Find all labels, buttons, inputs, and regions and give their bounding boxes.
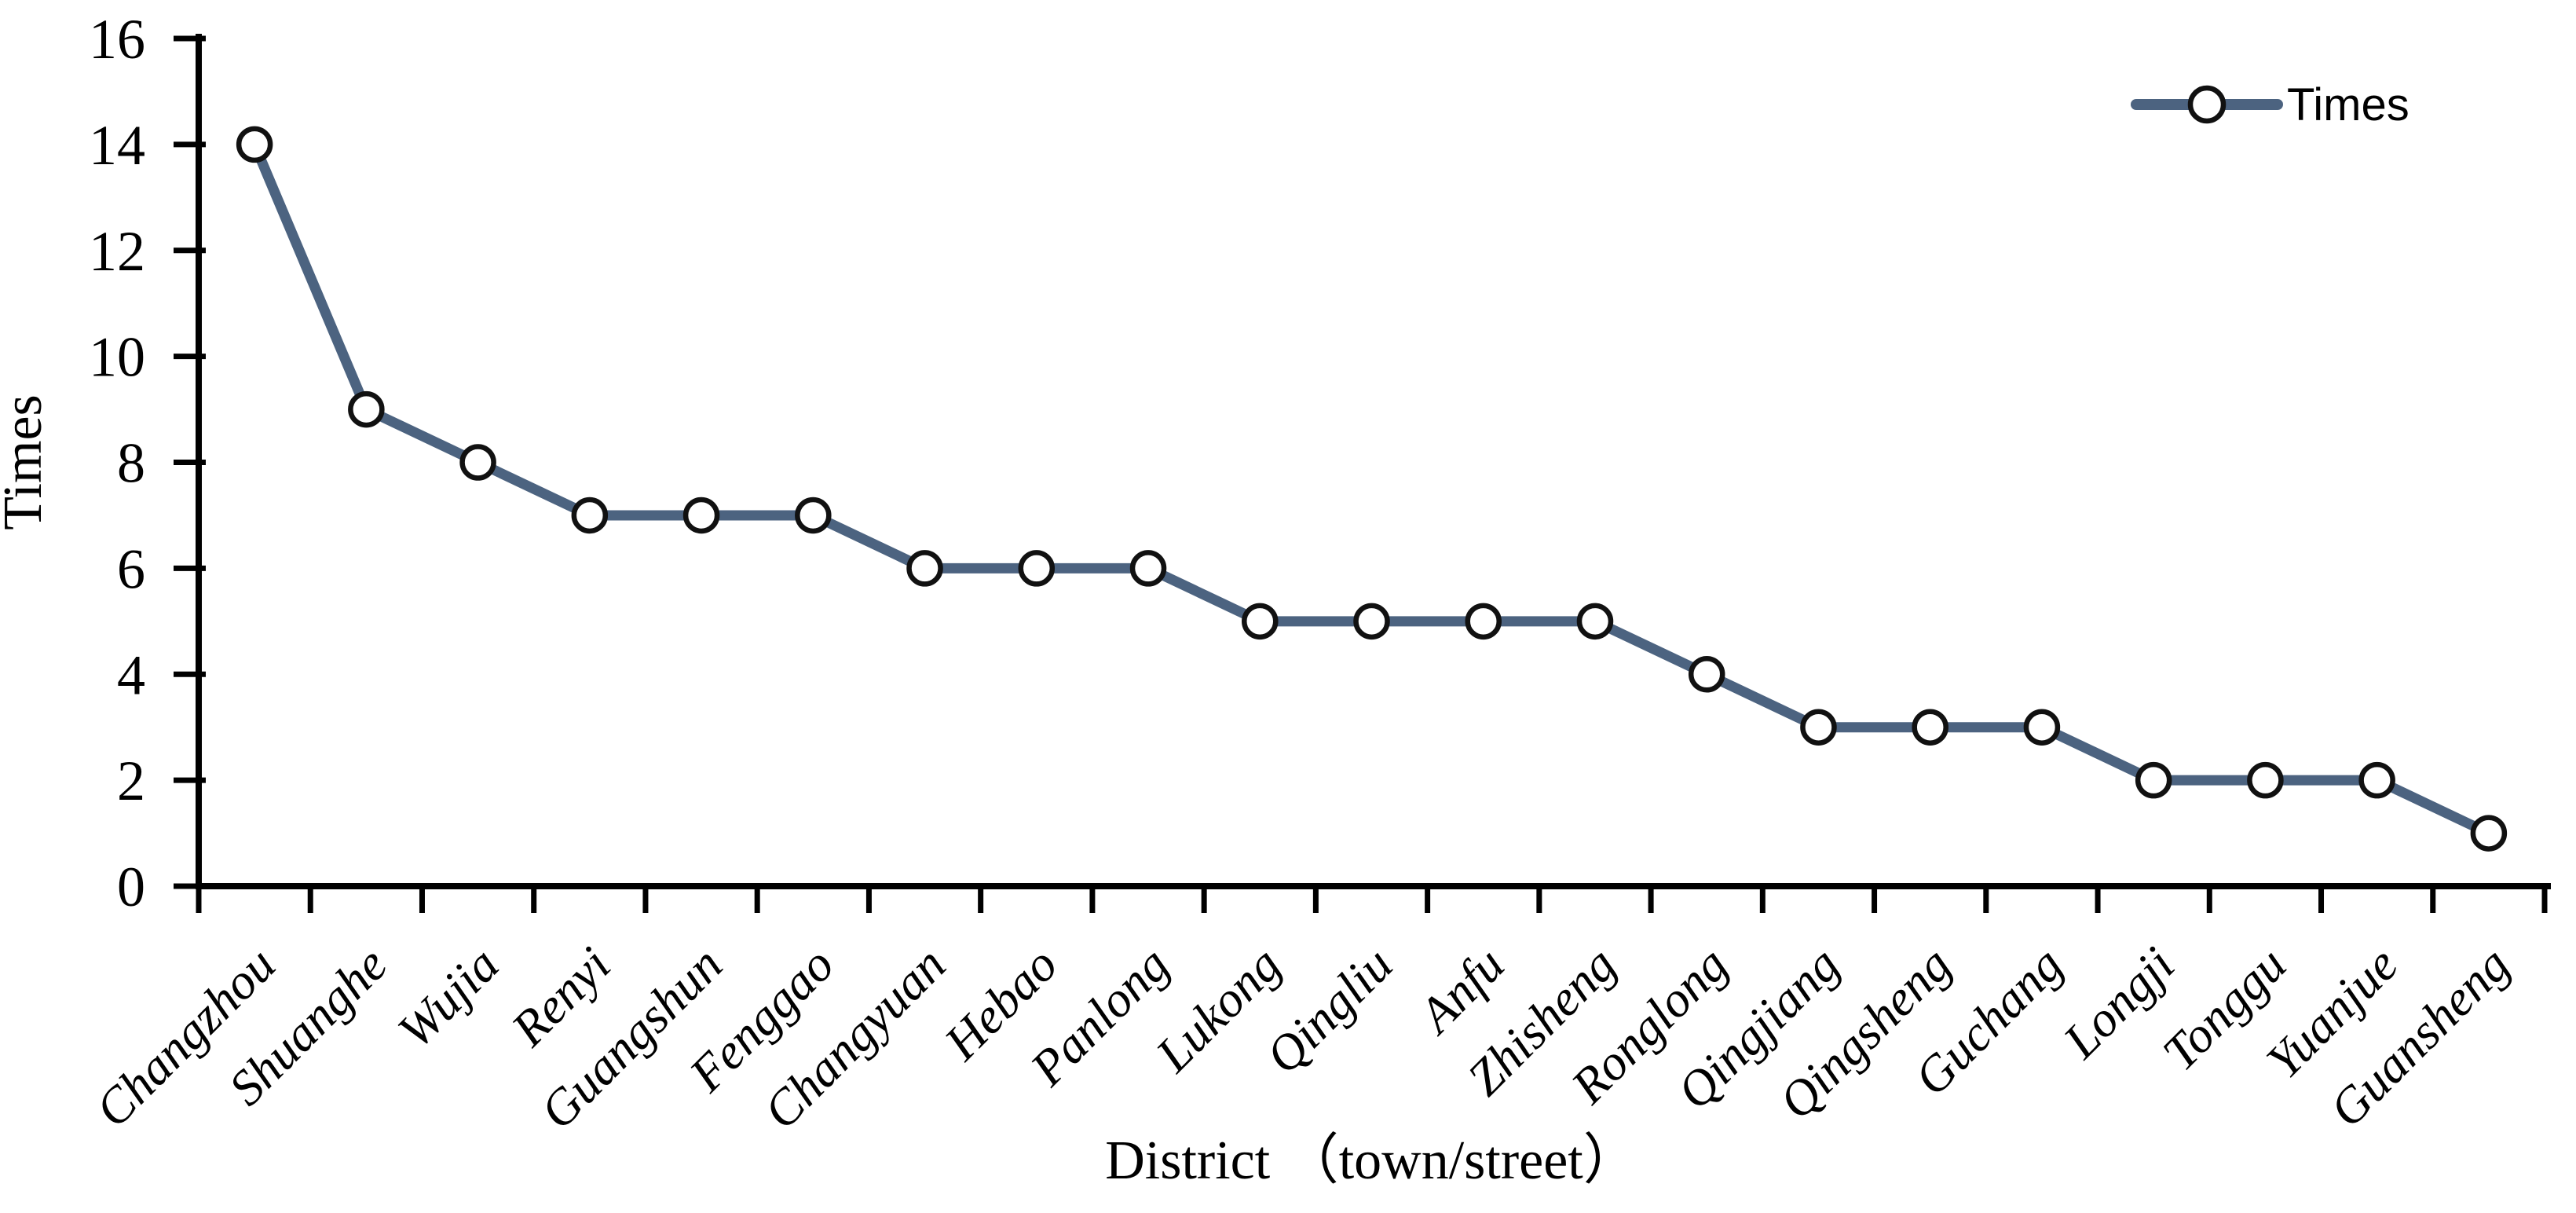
data-point-marker xyxy=(348,390,385,428)
data-point-marker xyxy=(1688,656,1725,693)
data-point-marker xyxy=(1912,709,1948,746)
data-point-marker xyxy=(1018,550,1056,587)
data-point-marker xyxy=(2358,761,2395,799)
data-series-line xyxy=(249,139,2494,839)
data-point-marker xyxy=(2470,815,2508,852)
y-tick-label: 16 xyxy=(89,8,145,71)
y-tick-label: 10 xyxy=(89,326,145,389)
y-tick-label: 14 xyxy=(89,114,145,177)
data-point-marker xyxy=(682,497,720,534)
data-point-marker xyxy=(906,550,943,587)
x-axis-title: District （town/street） xyxy=(1105,1131,1638,1191)
y-tick-label: 4 xyxy=(117,643,145,706)
data-point-marker xyxy=(571,497,609,534)
data-point-marker xyxy=(236,126,273,163)
y-tick-label: 12 xyxy=(89,220,145,283)
x-category-label: Lukong xyxy=(1144,936,1291,1083)
data-point-marker xyxy=(1800,709,1837,746)
y-axis-title: Times xyxy=(0,394,53,530)
data-point-marker xyxy=(1465,603,1502,640)
x-category-label: Qingliu xyxy=(1255,936,1403,1084)
data-point-marker xyxy=(2135,761,2172,799)
y-tick-label: 0 xyxy=(117,856,145,918)
data-point-marker xyxy=(795,497,832,534)
data-point-marker xyxy=(2247,761,2284,799)
x-category-label: Wujia xyxy=(387,936,510,1059)
legend-marker xyxy=(2187,85,2227,124)
data-point-marker xyxy=(1242,603,1279,640)
y-tick-label: 2 xyxy=(117,749,145,812)
data-point-marker xyxy=(1576,603,1614,640)
legend-label: Times xyxy=(2287,79,2410,130)
data-point-marker xyxy=(2023,709,2061,746)
y-tick-label: 8 xyxy=(117,432,145,495)
data-point-marker xyxy=(1129,550,1167,587)
data-point-marker xyxy=(459,444,496,481)
y-tick-label: 6 xyxy=(117,537,145,600)
data-point-marker xyxy=(1353,603,1390,640)
